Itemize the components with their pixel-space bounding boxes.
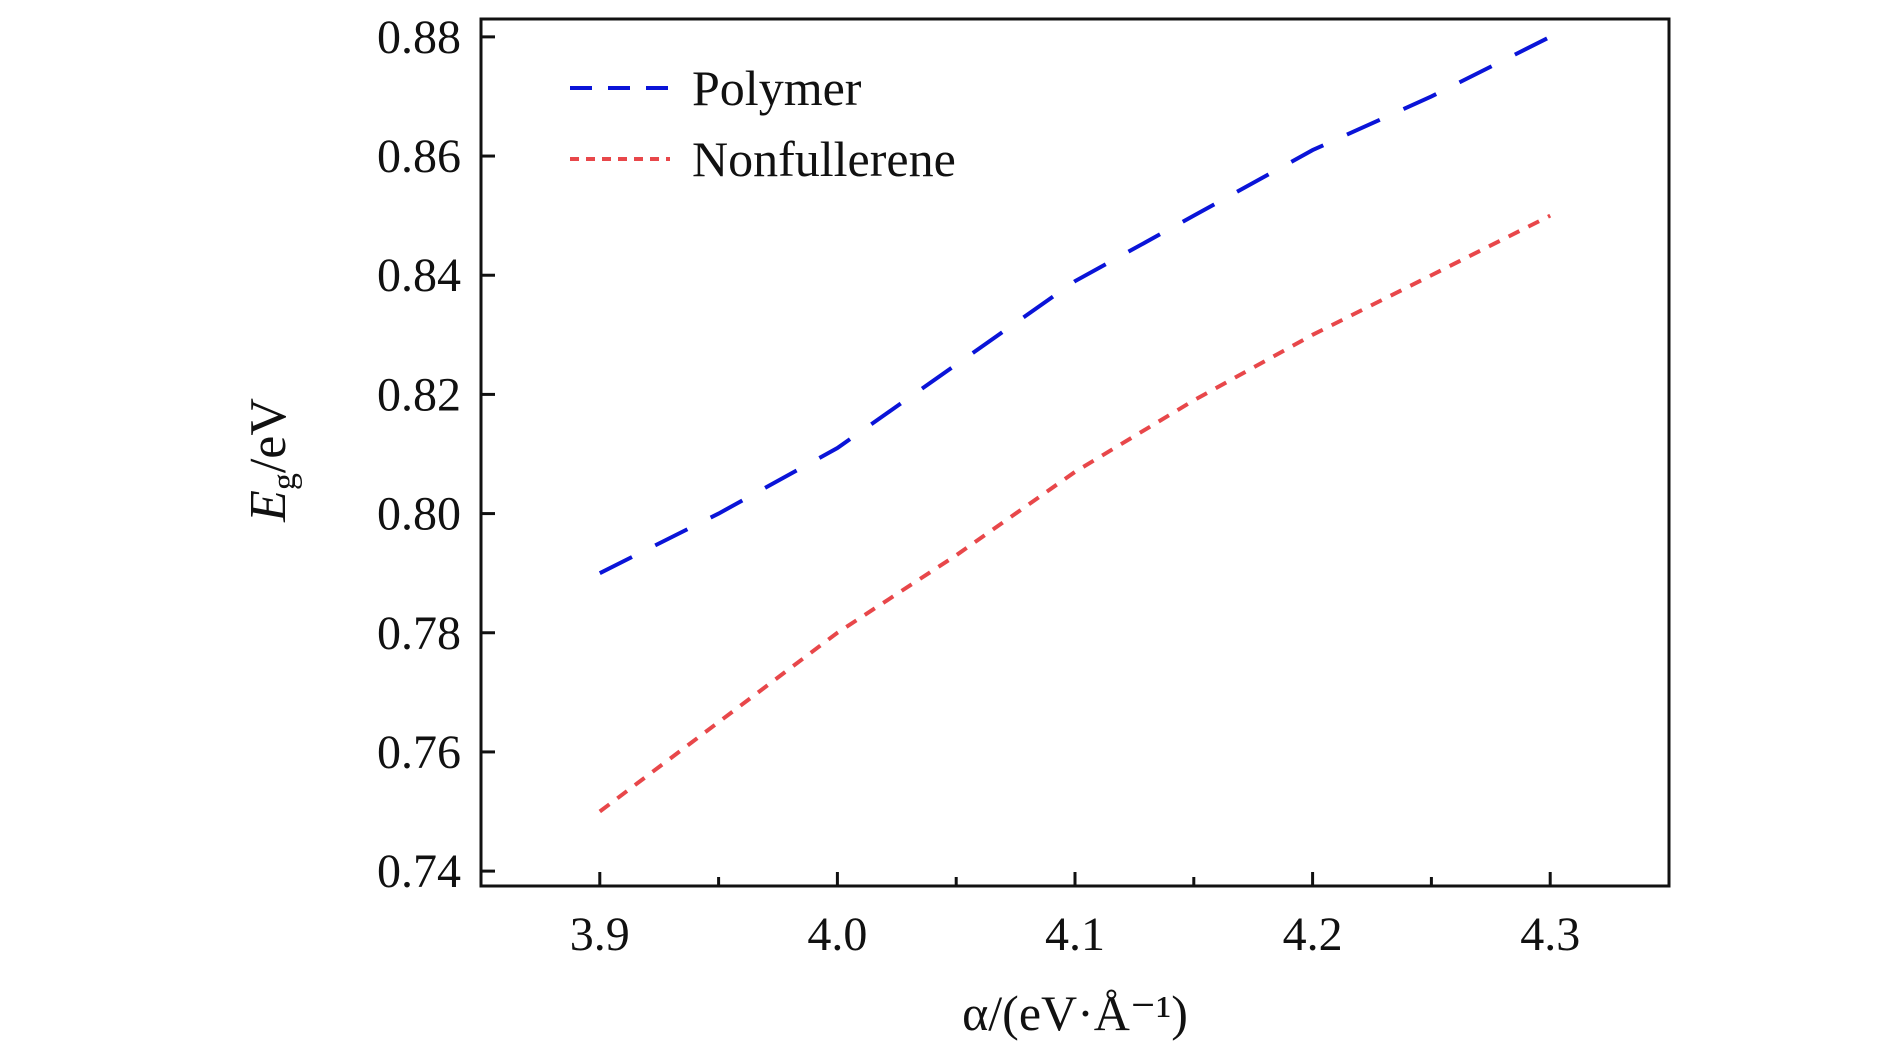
y-tick-label: 0.74 xyxy=(377,845,461,898)
svg-text:Eg/eV: Eg/eV xyxy=(240,398,303,523)
x-axis-label: α/(eV·Å⁻¹) xyxy=(962,985,1188,1041)
x-tick-label: 3.9 xyxy=(570,908,630,961)
y-axis-label-symbol: E xyxy=(240,490,297,523)
y-tick-label: 0.88 xyxy=(377,11,461,64)
y-tick-label: 0.86 xyxy=(377,130,461,183)
x-tick-label: 4.0 xyxy=(807,908,867,961)
x-tick-label: 4.3 xyxy=(1520,908,1580,961)
plot-frame xyxy=(479,17,1671,888)
y-tick-label: 0.80 xyxy=(377,488,461,541)
y-tick-label: 0.78 xyxy=(377,607,461,660)
y-axis-label-subscript: g xyxy=(266,473,303,490)
x-tick-label: 4.2 xyxy=(1283,908,1343,961)
x-tick-label: 4.1 xyxy=(1045,908,1105,961)
legend-label: Polymer xyxy=(692,60,862,116)
y-axis-label: Eg/eV xyxy=(240,398,303,523)
y-tick-label: 0.82 xyxy=(377,368,461,421)
y-tick-label: 0.84 xyxy=(377,249,461,302)
y-tick-label: 0.76 xyxy=(377,726,461,779)
series-line-nonfullerene xyxy=(598,213,1552,814)
legend-label: Nonfullerene xyxy=(692,131,956,187)
series-line-polymer xyxy=(598,35,1552,575)
y-axis-label-unit: /eV xyxy=(240,398,297,473)
